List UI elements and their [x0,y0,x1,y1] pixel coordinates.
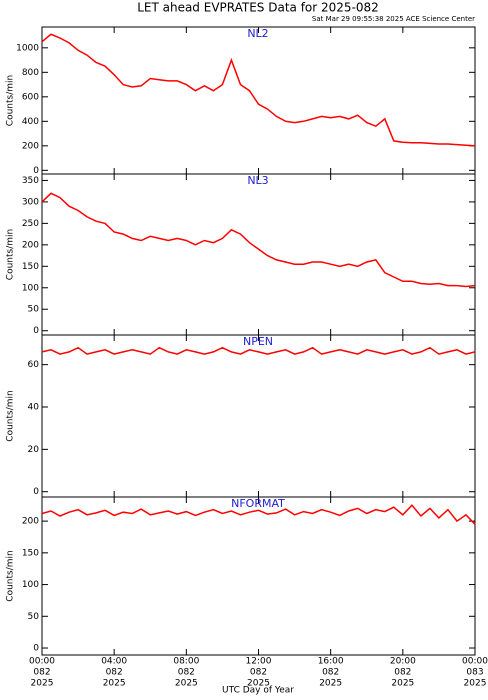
plot-frame [41,26,476,175]
y-tick-label: 200 [22,240,39,250]
chart-subtitle: Sat Mar 29 09:55:38 2025 ACE Science Cen… [312,15,475,23]
x-tick-label: 08:00 [173,657,199,667]
y-axis-label: Counts/min [6,550,16,601]
y-axis-label: Counts/min [6,390,16,441]
chart-title: LET ahead EVPRATES Data for 2025-082 [137,1,379,15]
x-tick-label: 082 [106,668,123,678]
panel-title: NFORMAT [231,497,285,510]
x-tick-label: 2025 [464,679,487,689]
y-axis-label: Counts/min [6,229,16,280]
x-tick-label: 2025 [175,679,198,689]
data-line [41,346,476,355]
x-tick-label: 12:00 [246,657,272,667]
x-tick-label: 083 [466,668,483,678]
y-tick-label: 0 [33,487,39,497]
plot-frame [41,173,476,336]
y-tick-label: 400 [22,117,39,127]
x-axis-label: UTC Day of Year [222,686,294,696]
x-tick-label: 00:00 [462,657,488,667]
panel-title: NL2 [247,27,268,40]
x-tick-label: 16:00 [318,657,344,667]
x-tick-label: 00:00 [29,657,55,667]
x-tick-label: 20:00 [390,657,416,667]
y-tick-label: 350 [22,176,39,186]
y-tick-label: 300 [22,197,39,207]
y-tick-label: 150 [22,262,39,272]
plot-frame [41,334,476,498]
x-tick-label: 04:00 [101,657,127,667]
x-tick-label: 2025 [391,679,414,689]
data-line [41,192,476,288]
data-line [41,504,476,525]
y-tick-label: 200 [22,517,39,527]
x-tick-label: 2025 [31,679,54,689]
x-tick-label: 2025 [247,679,270,689]
x-tick-label: 082 [33,668,50,678]
y-tick-label: 0 [33,644,39,654]
y-tick-label: 0 [33,166,39,176]
panel-title: NPEN [243,335,273,348]
y-tick-label: 50 [28,612,40,622]
y-tick-label: 40 [28,403,40,413]
x-tick-label: 082 [322,668,339,678]
x-tick-label: 2025 [319,679,342,689]
y-tick-label: 0 [33,326,39,336]
y-tick-label: 600 [22,92,39,102]
x-tick-label: 082 [250,668,267,678]
y-tick-label: 20 [28,445,40,455]
plot-frame [41,496,476,656]
y-tick-label: 200 [22,141,39,151]
y-tick-label: 60 [28,360,40,370]
data-line [41,33,476,147]
y-tick-label: 800 [22,68,39,78]
y-tick-label: 1000 [16,43,39,53]
y-tick-label: 100 [22,580,39,590]
y-tick-label: 50 [28,305,40,315]
x-tick-label: 2025 [103,679,126,689]
y-tick-label: 100 [22,283,39,293]
x-tick-label: 082 [178,668,195,678]
y-axis-label: Counts/min [6,75,16,126]
y-tick-label: 150 [22,548,39,558]
x-tick-label: 082 [394,668,411,678]
y-tick-label: 250 [22,219,39,229]
panel-title: NL3 [247,174,268,187]
